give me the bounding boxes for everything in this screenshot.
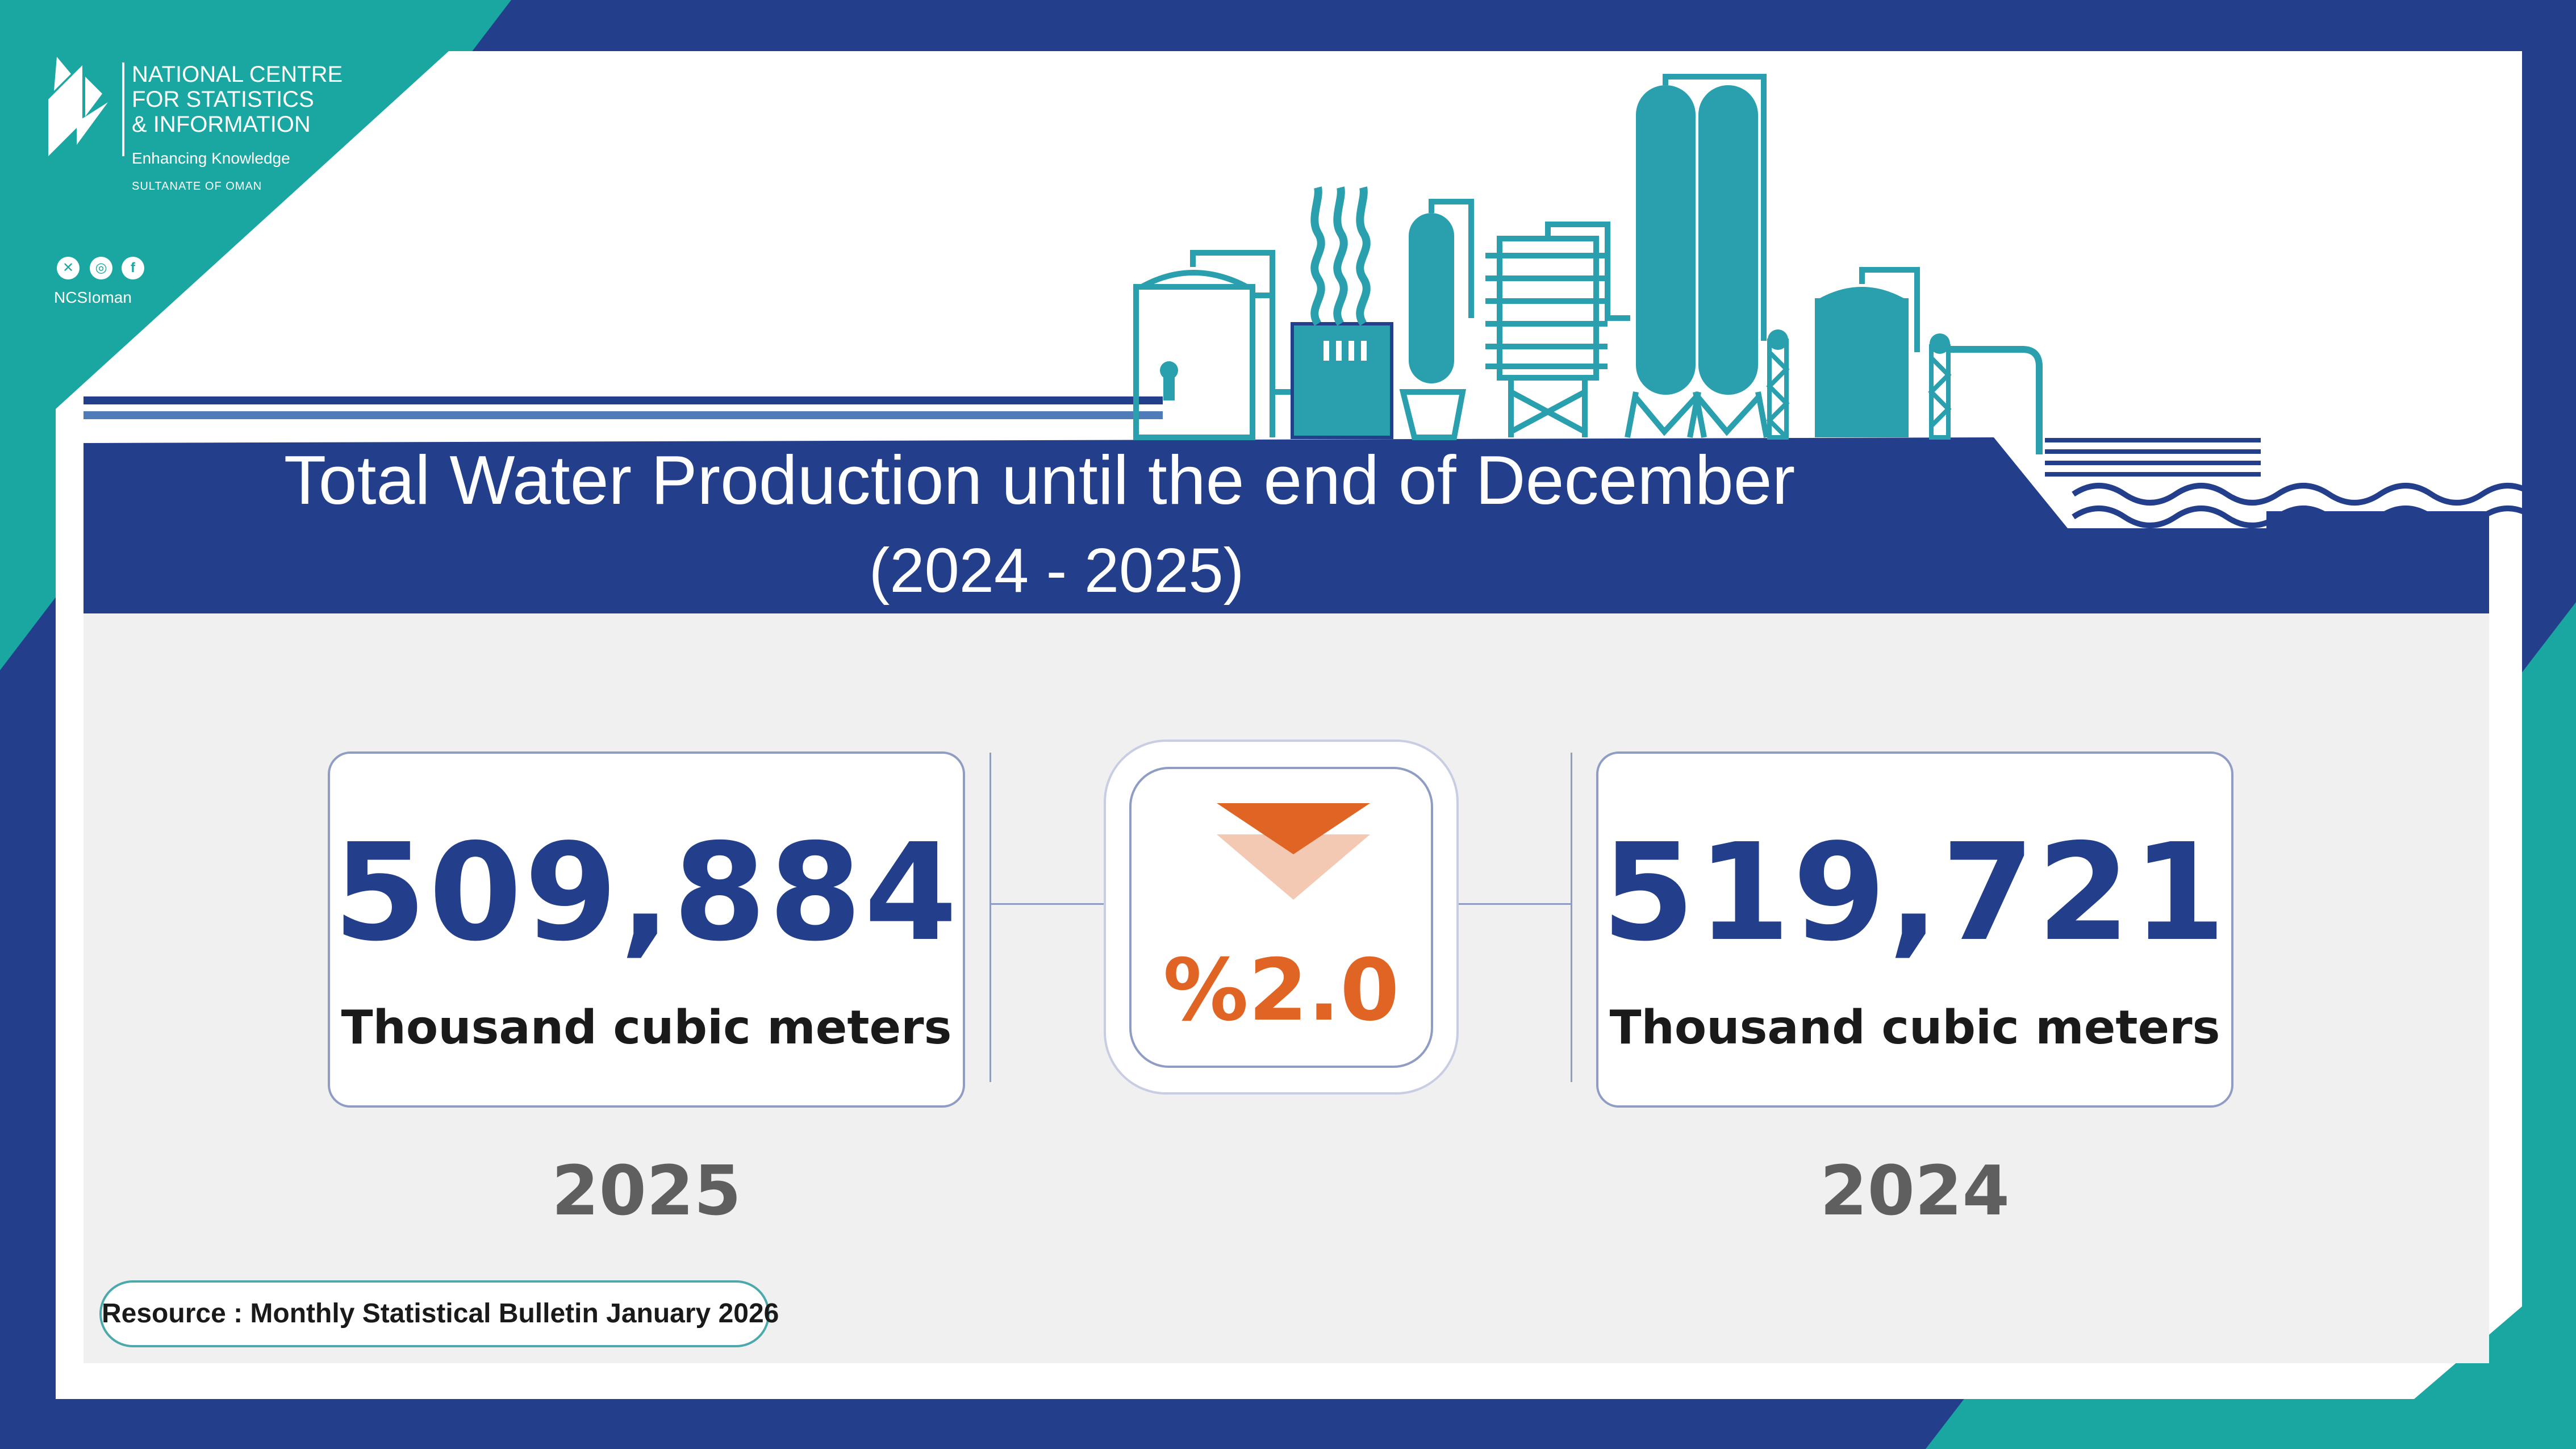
pipe-bottom [83,411,1163,419]
round-tank [1815,298,1909,437]
tower-1 [1636,85,1696,395]
pipe-top [83,396,1163,404]
arrow-down-icon [1217,803,1370,900]
unit-2024: Thousand cubic meters [1609,1001,2220,1055]
heat-exchanger [1485,222,1630,437]
column-tank [1409,213,1454,383]
divider-right [1571,753,1572,1082]
year-2025: 2025 [552,1152,741,1231]
card-2024: 519,721 Thousand cubic meters [1596,751,2233,1108]
tower-2 [1698,85,1758,395]
smoke-stack-3 [1356,186,1371,326]
factory-illustration [83,74,2535,613]
unit-2025: Thousand cubic meters [341,1001,952,1055]
ncsi-logo-mark [48,57,108,156]
change-card: %2.0 [1129,767,1433,1068]
connector-left [991,903,1105,905]
logo-divider [122,62,124,156]
tank-pipe [1190,250,1275,437]
smoke-stack-1 [1310,186,1325,326]
tank-roof [1140,270,1249,290]
smoke-stack-2 [1333,186,1348,326]
outlet-pipe [1948,346,2043,454]
change-percent: %2.0 [1163,941,1400,1040]
storage-tank [1133,284,1255,440]
divider-left [990,753,991,1082]
value-2024: 519,721 [1601,815,2228,971]
facebook-icon[interactable]: f [122,257,144,279]
x-icon[interactable]: ✕ [57,257,80,279]
social-handle: NCSIoman [54,289,132,306]
page-subtitle: (2024 - 2025) [869,536,1245,606]
title-band [83,437,2489,613]
source-label: Resource : Monthly Statistical Bulletin … [99,1280,779,1347]
year-2024: 2024 [1820,1152,2010,1231]
instagram-icon[interactable]: ◎ [90,257,112,279]
org-name-line2: FOR STATISTICS [132,87,314,112]
page-title: Total Water Production until the end of … [283,441,1796,519]
boiler-building [1291,322,1393,439]
org-tagline: Enhancing Knowledge [132,149,290,167]
org-name-line3: & INFORMATION [132,112,311,137]
card-2025: 509,884 Thousand cubic meters [328,751,965,1108]
connector-right [1457,903,1571,905]
org-country: SULTANATE OF OMAN [132,180,262,193]
value-2025: 509,884 [333,815,960,971]
org-name-line1: NATIONAL CENTRE [132,62,343,87]
